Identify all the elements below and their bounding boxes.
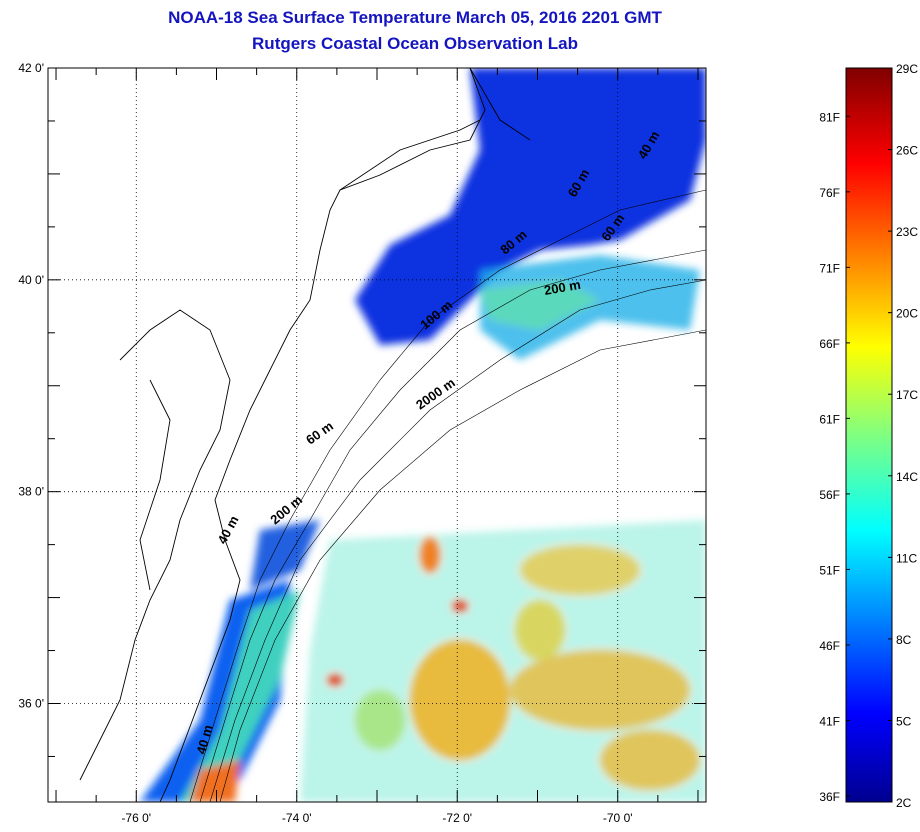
lat-tick-label: 42 0' xyxy=(18,61,44,75)
lat-tick-label: 40 0' xyxy=(18,273,44,287)
celsius-label: 2C xyxy=(896,796,912,810)
contour-label: 2000 m xyxy=(413,375,458,413)
fahrenheit-label: 36F xyxy=(819,790,840,804)
sst-field xyxy=(79,68,706,802)
celsius-label: 14C xyxy=(896,470,918,484)
chart-subtitle: Rutgers Coastal Ocean Observation Lab xyxy=(252,34,578,53)
lon-tick-label: -70 0' xyxy=(603,811,633,825)
lon-tick-label: -74 0' xyxy=(282,811,312,825)
celsius-label: 23C xyxy=(896,225,918,239)
fahrenheit-label: 41F xyxy=(819,714,840,728)
lat-tick-label: 38 0' xyxy=(18,485,44,499)
celsius-label: 5C xyxy=(896,714,912,728)
chart-title: NOAA-18 Sea Surface Temperature March 05… xyxy=(168,8,662,27)
contour-label: 200 m xyxy=(267,492,305,527)
colorbar-labels: 29C 26C 23C 20C 17C 14C 11C 8C 5C 2C 81F 76F 71F 66F 6… xyxy=(819,62,918,810)
fahrenheit-label: 71F xyxy=(819,261,840,275)
celsius-label: 17C xyxy=(896,388,918,402)
fahrenheit-label: 56F xyxy=(819,488,840,502)
fahrenheit-label: 61F xyxy=(819,412,840,426)
celsius-label: 8C xyxy=(896,633,912,647)
celsius-label: 20C xyxy=(896,307,918,321)
colorbar xyxy=(845,67,893,803)
celsius-label: 29C xyxy=(896,62,918,76)
lat-tick-label: 36 0' xyxy=(18,696,44,710)
fahrenheit-label: 66F xyxy=(819,337,840,351)
lon-tick-label: -72 0' xyxy=(442,811,472,825)
contour-label: 40 m xyxy=(214,513,241,546)
fahrenheit-label: 81F xyxy=(819,110,840,124)
contour-label: 60 m xyxy=(303,418,336,447)
fahrenheit-label: 51F xyxy=(819,563,840,577)
contour-label: 200 m xyxy=(543,277,582,298)
celsius-label: 26C xyxy=(896,144,918,158)
isobaths xyxy=(189,189,706,802)
lon-tick-label: -76 0' xyxy=(121,811,151,825)
celsius-label: 11C xyxy=(896,551,917,565)
graticule: -76 0' -74 0' -72 0' -70 0' 42 0' 40 0' 38 0' 3… xyxy=(18,61,706,825)
fahrenheit-label: 76F xyxy=(819,186,840,200)
contour-label: 40 m xyxy=(193,723,215,756)
coastline xyxy=(79,68,531,802)
fahrenheit-label: 46F xyxy=(819,639,840,653)
